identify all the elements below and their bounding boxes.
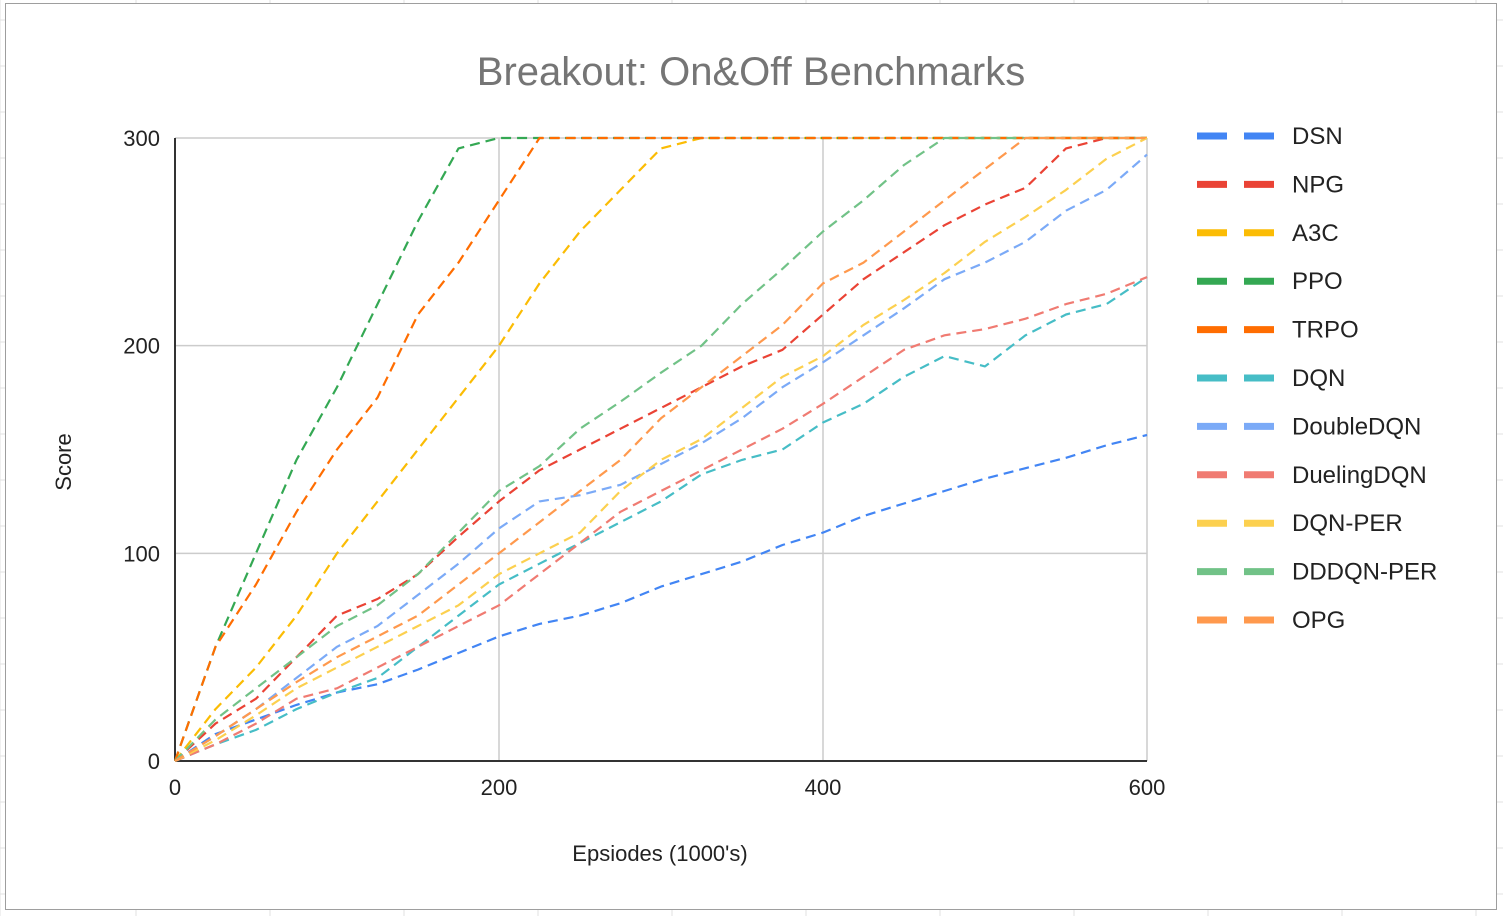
x-tick-label: 0 xyxy=(169,775,181,800)
legend-item-duelingdqn[interactable]: DuelingDQN xyxy=(1197,462,1427,489)
legend-item-dqn[interactable]: DQN xyxy=(1197,365,1345,392)
axes xyxy=(174,138,1147,762)
legend-item-dddqn-per[interactable]: DDDQN-PER xyxy=(1197,559,1437,586)
x-tick-label: 600 xyxy=(1129,775,1166,800)
series-lines xyxy=(173,136,1148,763)
y-tick-label: 200 xyxy=(123,334,160,359)
y-axis-label: Score xyxy=(51,433,76,490)
tick-labels: 0 200 400 600 0 100 200 300 xyxy=(123,126,1165,800)
legend-item-ppo[interactable]: PPO xyxy=(1197,268,1343,295)
y-tick-label: 100 xyxy=(123,541,160,566)
legend-item-npg[interactable]: NPG xyxy=(1197,171,1344,198)
legend-label: A3C xyxy=(1292,220,1339,247)
y-tick-label: 300 xyxy=(123,126,160,151)
legend-label: OPG xyxy=(1292,607,1345,634)
legend-label: DQN-PER xyxy=(1292,510,1403,537)
y-tick-label: 0 xyxy=(148,749,160,774)
legend-label: TRPO xyxy=(1292,317,1359,344)
legend-label: DSN xyxy=(1292,123,1343,150)
series-line-trpo xyxy=(173,136,1147,762)
chart-frame[interactable] xyxy=(5,3,1497,910)
legend-item-trpo[interactable]: TRPO xyxy=(1197,317,1359,344)
legend-label: PPO xyxy=(1292,268,1343,295)
x-tick-label: 200 xyxy=(481,775,518,800)
legend-label: DuelingDQN xyxy=(1292,462,1427,489)
legend: DSN NPG A3C PPO TRPO DQN DoubleDQN DuelingDQN DQ… xyxy=(1197,123,1437,634)
chart-title: Breakout: On&Off Benchmarks xyxy=(477,50,1025,94)
legend-item-dqn-per[interactable]: DQN-PER xyxy=(1197,510,1403,537)
series-line-dsn xyxy=(174,433,1148,762)
legend-item-a3c[interactable]: A3C xyxy=(1197,220,1339,247)
legend-label: NPG xyxy=(1292,171,1344,198)
x-axis-label: Epsiodes (1000's) xyxy=(572,841,747,866)
legend-item-doubledqn[interactable]: DoubleDQN xyxy=(1197,413,1421,440)
series-line-dddqn-per xyxy=(174,136,1147,762)
legend-item-opg[interactable]: OPG xyxy=(1197,607,1345,634)
series-line-duelingdqn xyxy=(174,276,1148,763)
x-tick-label: 400 xyxy=(805,775,842,800)
series-line-dqn xyxy=(174,276,1148,763)
series-line-dqn-per xyxy=(174,137,1148,762)
series-line-opg xyxy=(174,136,1147,762)
legend-item-dsn[interactable]: DSN xyxy=(1197,123,1343,150)
series-line-doubledqn xyxy=(174,153,1148,762)
legend-label: DQN xyxy=(1292,365,1345,392)
legend-label: DoubleDQN xyxy=(1292,413,1421,440)
legend-label: DDDQN-PER xyxy=(1292,559,1437,586)
